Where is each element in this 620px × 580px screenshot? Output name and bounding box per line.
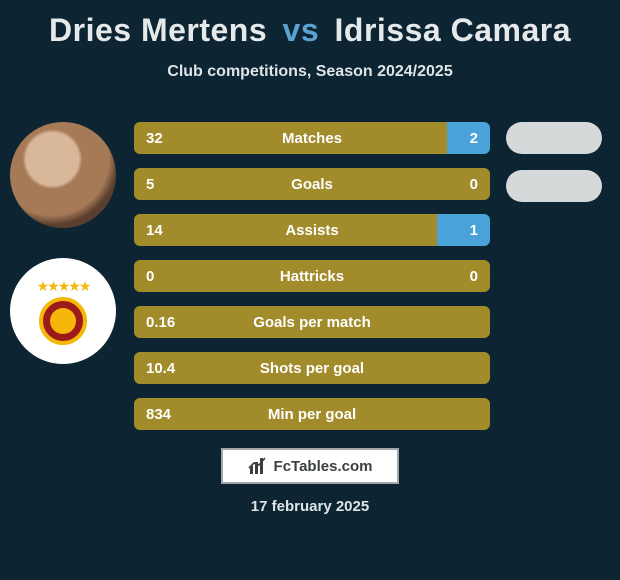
player1-club-badge: ★★★★★ bbox=[10, 258, 116, 364]
fctables-badge[interactable]: FcTables.com bbox=[221, 448, 399, 484]
left-avatars: ★★★★★ bbox=[10, 122, 116, 364]
stat-label: Min per goal bbox=[134, 398, 490, 430]
stat-label: Hattricks bbox=[134, 260, 490, 292]
right-avatars bbox=[506, 122, 602, 202]
comparison-date: 17 february 2025 bbox=[0, 498, 620, 515]
club-crest-icon bbox=[39, 297, 87, 345]
stat-row: 0.16Goals per match bbox=[134, 306, 490, 338]
player2-club-badge bbox=[506, 170, 602, 202]
stat-label: Matches bbox=[134, 122, 490, 154]
stat-row: 00Hattricks bbox=[134, 260, 490, 292]
club-stars-icon: ★★★★★ bbox=[37, 278, 90, 295]
stat-row: 10.4Shots per goal bbox=[134, 352, 490, 384]
fctables-label: FcTables.com bbox=[274, 458, 373, 475]
stat-label: Shots per goal bbox=[134, 352, 490, 384]
vs-label: vs bbox=[283, 12, 320, 48]
stat-row: 50Goals bbox=[134, 168, 490, 200]
player2-name: Idrissa Camara bbox=[335, 12, 571, 48]
player1-name: Dries Mertens bbox=[49, 12, 267, 48]
stat-row: 141Assists bbox=[134, 214, 490, 246]
chart-icon bbox=[248, 456, 268, 476]
subtitle: Club competitions, Season 2024/2025 bbox=[0, 63, 620, 81]
player2-avatar bbox=[506, 122, 602, 154]
stat-row: 322Matches bbox=[134, 122, 490, 154]
stat-label: Goals bbox=[134, 168, 490, 200]
stats-bars: 322Matches 50Goals 141Assists 00Hattricks 0.… bbox=[134, 122, 490, 430]
stat-label: Goals per match bbox=[134, 306, 490, 338]
comparison-title: Dries Mertens vs Idrissa Camara bbox=[0, 0, 620, 49]
player1-avatar bbox=[10, 122, 116, 228]
stat-row: 834Min per goal bbox=[134, 398, 490, 430]
stat-label: Assists bbox=[134, 214, 490, 246]
